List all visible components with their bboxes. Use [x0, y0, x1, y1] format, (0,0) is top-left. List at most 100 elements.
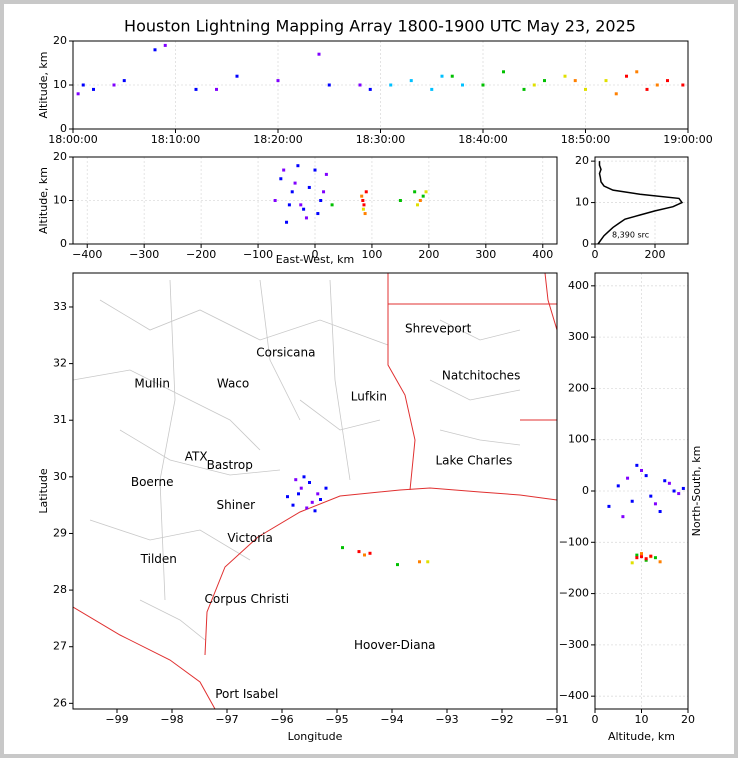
source-point [316, 212, 320, 216]
source-point [153, 48, 157, 52]
source-point [681, 83, 685, 87]
source-point [361, 207, 365, 211]
x-tick-label: −96 [270, 713, 293, 726]
x-tick-label: 18:30:00 [356, 133, 405, 146]
x-tick-label: −400 [72, 248, 102, 261]
plot-frame [594, 156, 689, 245]
y-tick-label: −400 [559, 689, 589, 702]
place-label: Lake Charles [435, 453, 512, 467]
y-tick-label: 20 [53, 150, 67, 163]
source-point [313, 509, 317, 513]
y-axis-label: Altitude, km [37, 167, 50, 234]
x-tick-label: −300 [129, 248, 159, 261]
source-point [607, 504, 611, 508]
x-tick-label: −94 [380, 713, 403, 726]
place-label: Victoria [227, 531, 273, 545]
source-point [653, 502, 657, 506]
x-tick-label: −99 [105, 713, 128, 726]
source-point [616, 484, 620, 488]
source-point [112, 83, 116, 87]
y-tick-label: 10 [575, 196, 589, 209]
source-point [658, 560, 662, 564]
source-point [368, 551, 372, 555]
y-tick-label: 28 [53, 583, 67, 596]
coastline [73, 487, 557, 709]
source-point [389, 83, 393, 87]
source-point [635, 556, 639, 560]
source-point [316, 492, 320, 496]
source-point [287, 203, 291, 207]
y-tick-label: 26 [53, 696, 67, 709]
x-tick-label: 0 [592, 713, 599, 726]
source-point [364, 190, 368, 194]
x-tick-label: −91 [545, 713, 568, 726]
source-point [635, 70, 639, 74]
place-label: Natchitoches [442, 369, 520, 383]
x-tick-label: 18:50:00 [561, 133, 610, 146]
source-point [313, 168, 317, 172]
x-tick-label: 10 [635, 713, 649, 726]
source-point [409, 79, 413, 83]
plot-frame [72, 40, 689, 130]
source-point [81, 83, 85, 87]
source-point [324, 486, 328, 490]
x-tick-label: 400 [532, 248, 553, 261]
source-point [215, 87, 218, 91]
y-tick-label: 10 [53, 194, 67, 207]
source-point [421, 194, 425, 198]
y-tick-label: 20 [575, 154, 589, 167]
x-tick-label: 100 [361, 248, 382, 261]
place-label: ATX [185, 450, 208, 464]
source-point [398, 199, 402, 202]
source-point [653, 556, 657, 560]
annotation: 8,390 src [612, 231, 649, 240]
source-point [532, 83, 536, 87]
source-point [640, 552, 643, 556]
place-label: Mullin [134, 376, 170, 390]
source-point [310, 500, 314, 504]
y-tick-label: −200 [559, 587, 589, 600]
source-point [76, 92, 80, 96]
source-point [413, 190, 417, 194]
x-tick-label: −98 [160, 713, 183, 726]
source-point [625, 74, 628, 78]
source-point [658, 510, 662, 514]
source-point [235, 74, 239, 78]
place-label: Corpus Christi [205, 592, 290, 606]
source-point [418, 199, 422, 202]
source-point [626, 476, 630, 480]
source-point [92, 87, 95, 91]
x-tick-label: 20 [681, 713, 695, 726]
source-point [368, 87, 372, 91]
figure-title: Houston Lightning Mapping Array 1800-190… [124, 17, 636, 36]
source-point [163, 43, 167, 47]
source-point [666, 79, 669, 83]
map-base [73, 273, 557, 709]
source-point [285, 220, 289, 224]
source-point [360, 194, 364, 198]
source-point [502, 70, 505, 74]
source-point [649, 554, 653, 558]
source-point [630, 499, 634, 503]
source-point [308, 481, 311, 485]
source-point [194, 87, 198, 91]
plot-frame [72, 272, 558, 710]
source-point [122, 79, 126, 83]
source-point [305, 506, 309, 510]
place-label: Shiner [217, 498, 256, 512]
x-tick-label: 0 [592, 248, 599, 261]
x-tick-label: 18:20:00 [253, 133, 302, 146]
source-point [663, 479, 667, 483]
source-point [424, 190, 428, 194]
source-point [293, 181, 297, 185]
source-point [640, 555, 643, 559]
source-point [681, 486, 685, 490]
source-point [418, 560, 421, 564]
source-point [481, 83, 485, 87]
source-point [319, 199, 323, 202]
x-tick-label: −97 [215, 713, 238, 726]
source-point [450, 74, 454, 78]
y-axis-label: Latitude [37, 468, 50, 514]
x-axis-label: Longitude [288, 730, 343, 743]
